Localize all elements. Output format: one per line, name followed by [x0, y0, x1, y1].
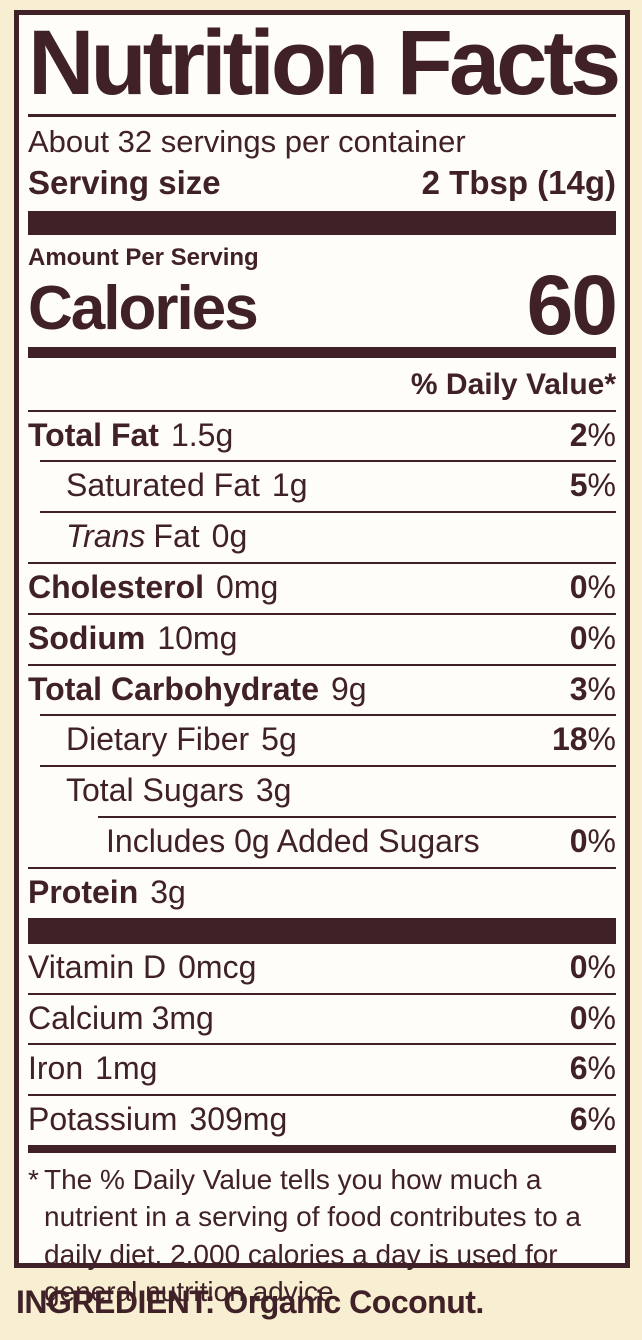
- nutrient-name-amount: Includes 0g Added Sugars: [106, 823, 480, 860]
- daily-value-footnote: * The % Daily Value tells you how much a…: [28, 1153, 616, 1310]
- daily-value-percent: 0%: [569, 619, 616, 656]
- nutrient-row-cholesterol: Cholesterol 0mg 0%: [28, 561, 616, 613]
- daily-value-percent: 5%: [569, 467, 616, 504]
- nutrient-row-saturated-fat: Saturated Fat 1g 5%: [40, 460, 616, 511]
- daily-value-percent: 2%: [569, 416, 616, 453]
- nutrient-row-total-sugars: Total Sugars 3g: [40, 765, 616, 816]
- nutrient-name-amount: Total Carbohydrate 9g: [28, 670, 367, 707]
- ingredient-statement: INGREDIENT: Organic Coconut.: [16, 1284, 484, 1320]
- daily-value-percent: 6%: [569, 1050, 616, 1087]
- nutrient-name-amount: Dietary Fiber 5g: [66, 721, 297, 758]
- footnote-divider-bar: [28, 1145, 616, 1154]
- nutrient-row-total-fat: Total Fat 1.5g 2%: [28, 409, 616, 461]
- nutrient-name-amount: Calcium 3mg: [28, 999, 214, 1036]
- daily-value-percent: 0%: [569, 568, 616, 605]
- serving-size-row: Serving size 2 Tbsp (14g): [28, 161, 616, 211]
- nutrient-name-amount: Sodium 10mg: [28, 619, 238, 656]
- amount-per-serving-label: Amount Per Serving: [28, 243, 259, 271]
- daily-value-percent: 6%: [569, 1101, 616, 1138]
- daily-value-percent: 0%: [569, 999, 616, 1036]
- serving-size-value: 2 Tbsp (14g): [421, 163, 616, 201]
- servings-per-container: About 32 servings per container: [28, 123, 466, 159]
- nutrient-row-sodium: Sodium 10mg 0%: [28, 612, 616, 664]
- thick-divider-bar-top: [28, 210, 616, 235]
- daily-value-percent: 18%: [551, 721, 616, 758]
- vitamin-row-vitamin-d: Vitamin D 0mcg 0%: [28, 944, 616, 993]
- nutrition-facts-title: Nutrition Facts: [28, 17, 621, 117]
- nutrient-name-amount: Iron 1mg: [28, 1050, 158, 1087]
- nutrient-name-amount: Saturated Fat 1g: [66, 467, 308, 504]
- nutrient-name-amount: Vitamin D 0mcg: [28, 948, 257, 985]
- nutrition-facts-panel: Nutrition Facts About 32 servings per co…: [14, 10, 630, 1307]
- vitamin-row-potassium: Potassium 309mg 6%: [28, 1094, 616, 1145]
- daily-value-percent: 3%: [569, 670, 616, 707]
- footnote-asterisk: *: [28, 1164, 39, 1196]
- daily-value-header: % Daily Value*: [410, 367, 616, 401]
- thick-divider-bar-bottom: [28, 917, 616, 944]
- nutrient-row-added-sugars: Includes 0g Added Sugars 0%: [98, 816, 616, 867]
- vitamin-row-calcium: Calcium 3mg 0%: [28, 992, 616, 1044]
- nutrient-name-amount: Protein 3g: [28, 873, 186, 910]
- daily-value-percent: 0%: [569, 823, 616, 860]
- nutrient-name-amount: Trans Fat 0g: [66, 518, 248, 555]
- calories-label: Calories: [28, 273, 259, 343]
- footnote-text: The % Daily Value tells you how much a n…: [44, 1164, 581, 1307]
- nutrient-row-trans-fat: Trans Fat 0g: [40, 511, 616, 562]
- nutrient-row-total-carbohydrate: Total Carbohydrate 9g 3%: [28, 663, 616, 715]
- calories-value: 60: [526, 257, 618, 352]
- medium-divider-bar: [28, 346, 616, 358]
- serving-size-label: Serving size: [28, 163, 221, 201]
- nutrient-name-amount: Total Sugars 3g: [66, 772, 292, 809]
- daily-value-percent: 0%: [569, 948, 616, 985]
- nutrient-name-amount: Total Fat 1.5g: [28, 416, 234, 453]
- nutrient-row-protein: Protein 3g: [28, 866, 616, 918]
- nutrient-name-amount: Potassium 309mg: [28, 1101, 288, 1138]
- vitamin-row-iron: Iron 1mg 6%: [28, 1043, 616, 1094]
- calories-row: Calories 60: [28, 257, 618, 352]
- nutrient-name-amount: Cholesterol 0mg: [28, 568, 279, 605]
- nutrient-row-dietary-fiber: Dietary Fiber 5g 18%: [40, 714, 616, 765]
